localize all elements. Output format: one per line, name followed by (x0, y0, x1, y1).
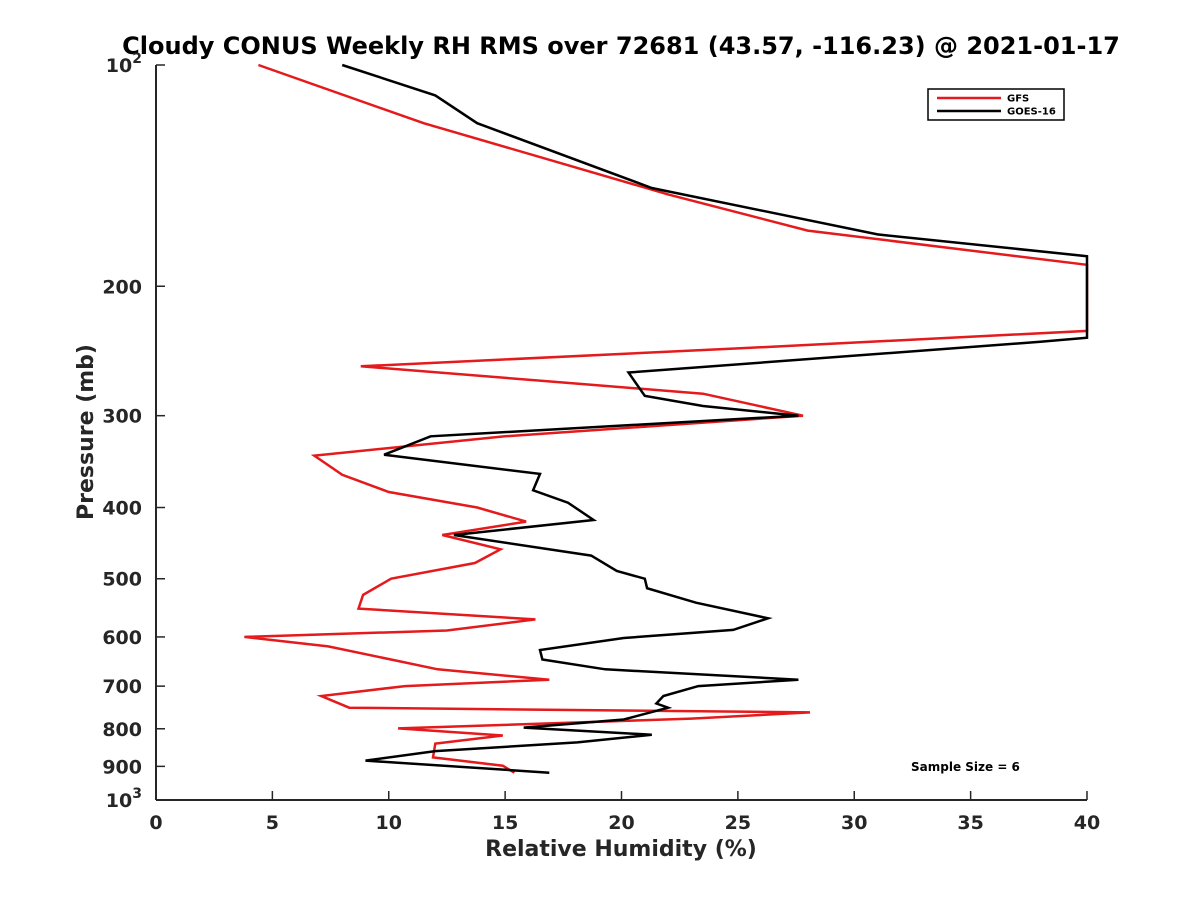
chart-title: Cloudy CONUS Weekly RH RMS over 72681 (4… (122, 32, 1120, 60)
legend-box (927, 88, 1065, 121)
y-tick-label: 500 (102, 569, 142, 591)
y-tick-label: 800 (102, 719, 142, 741)
y-tick-label: 700 (102, 676, 142, 698)
x-tick-label: 40 (1074, 812, 1100, 834)
series-layer (244, 63, 1089, 774)
x-tick-label: 25 (725, 812, 751, 834)
x-tick-label: 10 (376, 812, 402, 834)
y-tick-label: 103 (106, 786, 142, 812)
x-axis-label: Relative Humidity (%) (485, 837, 757, 862)
y-tick-label: 102 (106, 51, 142, 77)
y-tick-label: 600 (102, 627, 142, 649)
x-tick-label: 30 (841, 812, 867, 834)
legend-label-gfs: GFS (1007, 94, 1029, 105)
legend-label-goes-16: GOES-16 (1007, 107, 1056, 118)
legend: GFS GOES-16 (927, 88, 1065, 121)
y-tick-label: 200 (102, 276, 142, 298)
x-tick-label: 20 (608, 812, 634, 834)
x-ticks: 0 5 10 15 20 25 30 35 40 (149, 791, 1100, 834)
y-tick-exponent: 2 (132, 51, 142, 67)
x-tick-label: 0 (149, 812, 162, 834)
x-tick-label: 5 (266, 812, 279, 834)
y-axis-label: Pressure (mb) (74, 344, 99, 520)
plot-area: 0 5 10 15 20 25 30 35 40 10220030040050060070080… (102, 51, 1100, 834)
y-tick-label: 900 (102, 756, 142, 778)
x-tick-label: 35 (957, 812, 983, 834)
y-tick-label: 300 (102, 406, 142, 428)
series-line-goes-16 (341, 63, 1089, 774)
series-line-gfs (244, 63, 1089, 774)
y-tick-exponent: 3 (132, 786, 142, 802)
sample-size-annotation: Sample Size = 6 (911, 760, 1020, 774)
y-tick-base: 10 (106, 55, 132, 77)
y-tick-base: 10 (106, 790, 132, 812)
y-tick-label: 400 (102, 498, 142, 520)
x-tick-label: 15 (492, 812, 518, 834)
